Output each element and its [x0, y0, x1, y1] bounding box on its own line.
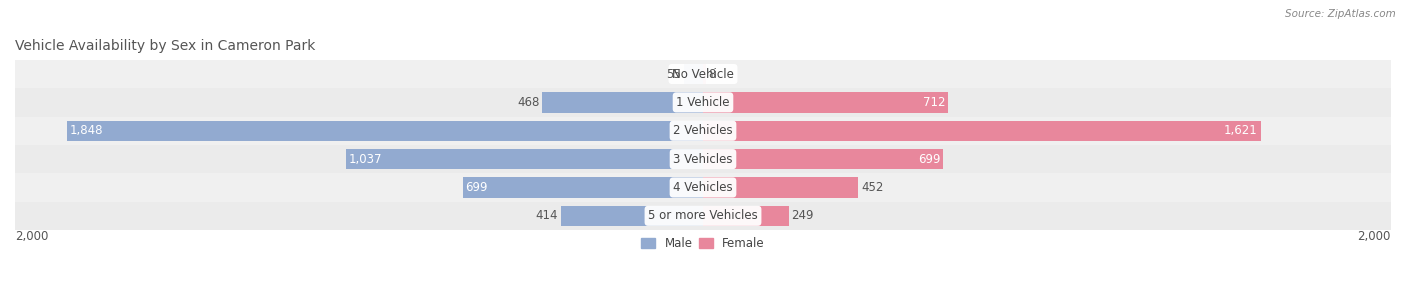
- Text: 699: 699: [918, 153, 941, 166]
- Bar: [703, 92, 948, 113]
- Text: 2,000: 2,000: [1358, 230, 1391, 243]
- Text: 3 Vehicles: 3 Vehicles: [673, 153, 733, 166]
- Text: 4 Vehicles: 4 Vehicles: [673, 181, 733, 194]
- Text: 452: 452: [862, 181, 883, 194]
- Text: 1,621: 1,621: [1225, 124, 1258, 137]
- Legend: Male, Female: Male, Female: [637, 232, 769, 255]
- Text: 2 Vehicles: 2 Vehicles: [673, 124, 733, 137]
- Text: 414: 414: [536, 209, 558, 222]
- Bar: [541, 92, 703, 113]
- Bar: [15, 173, 1391, 202]
- Text: 8: 8: [709, 68, 716, 80]
- Bar: [703, 149, 943, 169]
- Bar: [15, 145, 1391, 173]
- Text: No Vehicle: No Vehicle: [672, 68, 734, 80]
- Bar: [685, 64, 703, 84]
- Text: 699: 699: [465, 181, 488, 194]
- Text: 55: 55: [666, 68, 682, 80]
- Text: 249: 249: [792, 209, 814, 222]
- Bar: [703, 206, 789, 226]
- Bar: [15, 88, 1391, 117]
- Text: 2,000: 2,000: [15, 230, 48, 243]
- Bar: [463, 177, 703, 198]
- Bar: [15, 117, 1391, 145]
- Text: Vehicle Availability by Sex in Cameron Park: Vehicle Availability by Sex in Cameron P…: [15, 39, 315, 53]
- Bar: [561, 206, 703, 226]
- Bar: [346, 149, 703, 169]
- Bar: [15, 60, 1391, 88]
- Text: 1,848: 1,848: [70, 124, 104, 137]
- Text: 1 Vehicle: 1 Vehicle: [676, 96, 730, 109]
- Bar: [703, 177, 859, 198]
- Bar: [15, 202, 1391, 230]
- Bar: [703, 64, 706, 84]
- Text: 1,037: 1,037: [349, 153, 382, 166]
- Bar: [67, 121, 703, 141]
- Text: 5 or more Vehicles: 5 or more Vehicles: [648, 209, 758, 222]
- Text: 712: 712: [922, 96, 945, 109]
- Text: 468: 468: [517, 96, 540, 109]
- Bar: [703, 121, 1261, 141]
- Text: Source: ZipAtlas.com: Source: ZipAtlas.com: [1285, 9, 1396, 19]
